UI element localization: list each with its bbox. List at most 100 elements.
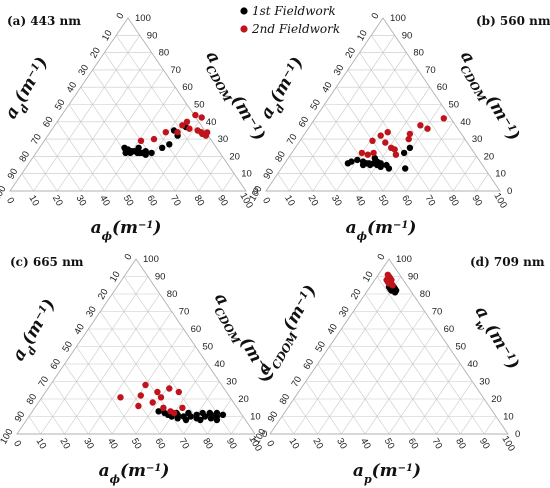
panel-d-ternary-chart: (d) 709 nm 00010101020202030303040404050… [251,252,545,486]
legend-marker-1st-fieldwork [240,7,248,15]
tick-label-bottom: 50 [121,193,136,208]
data-point [182,416,190,424]
panel-b-label: (b) 560 nm [476,14,550,28]
tick-label-bottom: 70 [168,193,183,208]
data-point [187,413,194,420]
tick-label-bottom: 20 [310,436,325,451]
data-point [392,287,400,294]
tick-label-left: 20 [96,287,111,302]
tick-label-bottom: 30 [329,193,344,208]
tick-label-right: 0 [507,186,512,197]
series-2nd-fieldwork [358,115,447,158]
tick-label-right: 100 [390,13,406,24]
tick-label-right: 10 [241,169,252,180]
data-point [174,129,181,136]
tick-label-right: 20 [491,394,502,405]
tick-label-bottom: 60 [153,436,168,451]
tick-label-left: 80 [278,392,293,407]
tick-label-right: 80 [159,48,170,59]
tick-label-right: 10 [503,412,514,423]
data-point [384,129,391,136]
tick-label-right: 40 [214,359,225,370]
tick-label-bottom: 80 [446,193,461,208]
data-point [197,416,204,424]
data-point [382,139,389,146]
data-point [377,163,384,170]
data-point [148,149,155,157]
ternary-frame [269,258,509,435]
data-point [358,149,366,157]
series-2nd-fieldwork [117,381,186,417]
tick-label-bottom: 20 [306,193,321,208]
tick-label-left: 60 [297,115,312,130]
data-point [137,137,145,144]
data-point [137,392,144,399]
data-point [155,408,162,415]
tick-label-left: 80 [273,149,288,164]
tick-label-right: 60 [444,324,455,335]
tick-label-right: 80 [413,48,424,59]
data-point [135,144,142,151]
tick-label-left: 50 [313,340,328,355]
tick-label-left: 10 [355,28,370,43]
series-2nd-fieldwork [137,111,211,144]
tick-label-right: 60 [182,82,193,93]
series-2nd-fieldwork [383,271,396,289]
data-point [364,151,371,158]
legend: 1st Fieldwork 2nd Fieldwork [240,4,340,36]
data-point [389,282,396,289]
legend-label-2nd-fieldwork: 2nd Fieldwork [251,22,340,36]
tick-label-bottom: 40 [105,436,120,451]
data-point [392,151,400,158]
data-point [391,146,398,153]
tick-label-left: 80 [17,149,32,164]
tick-label-bottom: 90 [224,436,239,451]
data-point [135,402,142,410]
axis-label-left: ad(m−1) [8,295,63,366]
tick-label-right: 50 [194,100,205,111]
tick-label-right: 100 [135,13,151,24]
grid-lines [281,276,497,435]
data-point [348,158,355,165]
tick-label-left: 0 [375,252,387,262]
tick-label-left: 90 [261,167,276,182]
panel-d-label: (d) 709 nm [470,255,545,269]
tick-label-bottom: 10 [287,436,302,451]
data-point [160,404,167,411]
tick-label-bottom: 90 [477,436,492,451]
tick-label-bottom: 0 [4,196,16,206]
tick-label-bottom: 90 [215,193,230,208]
tick-label-bottom: 60 [406,436,421,451]
data-point [369,137,376,144]
tick-label-bottom: 80 [200,436,215,451]
tick-label-bottom: 40 [97,193,112,208]
tick-label-bottom: 0 [11,439,23,449]
data-point [127,149,134,157]
tick-label-bottom: 70 [423,193,438,208]
tick-label-left: 90 [13,410,28,425]
data-point [192,111,199,119]
tick-label-left: 50 [53,98,68,113]
tick-label-left: 60 [301,357,316,372]
panel-c-ternary-chart: (c) 665 nm 00010101020202030303040404050… [0,252,278,486]
tick-label-left: 40 [72,322,87,337]
tick-label-left: 40 [320,80,335,95]
tick-label-left: 20 [343,46,358,61]
tick-label-bottom: 30 [334,436,349,451]
tick-label-left: 0 [122,252,134,262]
tick-label-right: 20 [484,151,495,162]
data-point [142,381,149,389]
tick-label-left: 100 [0,184,9,203]
tick-label-left: 10 [108,270,123,285]
tick-label-left: 70 [289,375,304,390]
tick-label-bottom: 50 [382,436,397,451]
legend-marker-2nd-fieldwork [240,25,248,33]
tick-label-bottom: 0 [264,439,276,449]
tick-label-bottom: 10 [26,193,41,208]
tick-label-bottom: 30 [81,436,96,451]
tick-label-right: 50 [203,342,214,353]
tick-label-right: 90 [147,30,158,41]
tick-label-right: 90 [408,272,419,283]
grid-lines [277,34,489,192]
